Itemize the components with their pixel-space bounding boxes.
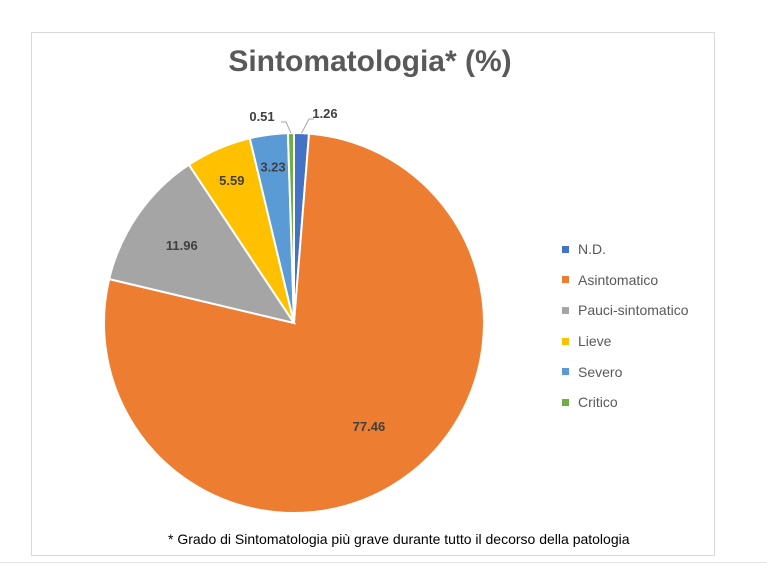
legend-label: Severo bbox=[578, 363, 623, 380]
data-label: 0.51 bbox=[249, 109, 274, 124]
chart-legend: N.D. Asintomatico Pauci-sintomatico Lieve Se… bbox=[562, 234, 689, 418]
legend-item: Critico bbox=[562, 387, 689, 418]
legend-label: Pauci-sintomatico bbox=[578, 302, 689, 319]
legend-swatch bbox=[562, 245, 569, 253]
chart-title: Sintomatologia* (%) bbox=[228, 45, 512, 78]
legend-label: Critico bbox=[578, 394, 618, 411]
divider bbox=[0, 562, 767, 563]
chart-footnote: * Grado di Sintomatologia più grave dura… bbox=[168, 531, 630, 547]
legend-swatch bbox=[562, 368, 569, 376]
data-label: 1.26 bbox=[312, 106, 337, 121]
legend-swatch bbox=[562, 306, 569, 314]
data-label: 3.23 bbox=[260, 160, 285, 175]
legend-item: N.D. bbox=[562, 234, 689, 265]
legend-swatch bbox=[562, 276, 569, 284]
legend-label: N.D. bbox=[578, 241, 606, 258]
legend-label: Asintomatico bbox=[578, 271, 659, 288]
data-label: 11.96 bbox=[166, 238, 198, 253]
pie-slice-pauci-sintomatico bbox=[107, 163, 297, 325]
legend-item: Asintomatico bbox=[562, 265, 689, 296]
data-label: 77.46 bbox=[353, 419, 386, 434]
data-label: 5.59 bbox=[219, 173, 244, 188]
legend-label: Lieve bbox=[578, 333, 612, 350]
legend-swatch bbox=[562, 398, 569, 406]
legend-item: Lieve bbox=[562, 326, 689, 357]
leader-line bbox=[301, 118, 314, 134]
leader-line bbox=[281, 121, 292, 134]
legend-item: Severo bbox=[562, 356, 689, 387]
pie-slice-critico bbox=[286, 131, 295, 324]
legend-swatch bbox=[562, 337, 569, 345]
legend-item: Pauci-sintomatico bbox=[562, 295, 689, 326]
